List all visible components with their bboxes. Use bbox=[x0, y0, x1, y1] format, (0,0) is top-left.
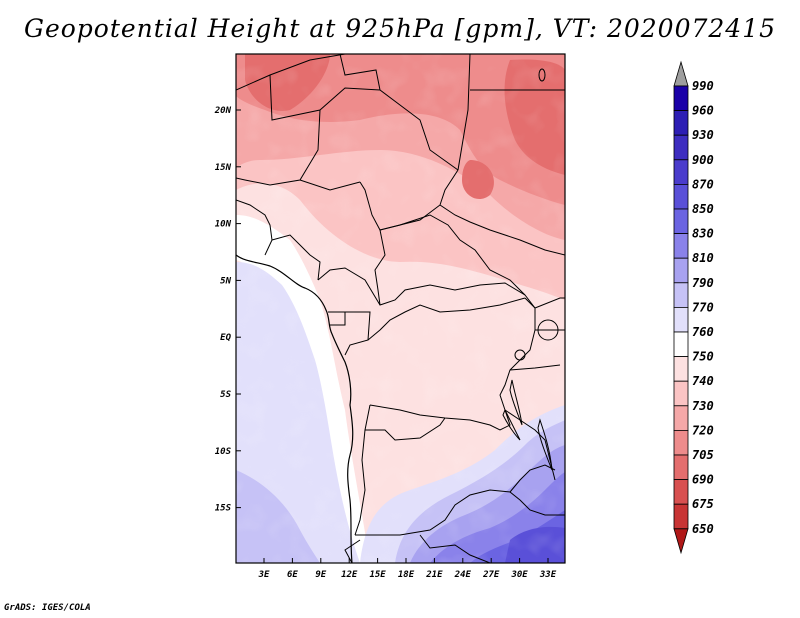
colorbar-swatch bbox=[673, 134, 689, 161]
colorbar-label: 760 bbox=[692, 325, 714, 339]
colorbar-label: 870 bbox=[692, 177, 714, 191]
colorbar-label: 720 bbox=[692, 423, 714, 437]
colorbar-top-arrow bbox=[673, 60, 689, 87]
colorbar-swatch bbox=[673, 331, 689, 358]
map-frame bbox=[235, 53, 566, 564]
lat-label: 20N bbox=[214, 106, 232, 116]
lat-label: 5N bbox=[220, 276, 231, 286]
colorbar-swatch bbox=[673, 159, 689, 185]
lon-label: 15E bbox=[369, 570, 386, 580]
colorbar-swatch bbox=[673, 454, 689, 481]
colorbar: 990 960 930 900 870 850 830 810 790 770 760 750 740 7… bbox=[673, 60, 714, 555]
longitude-axis: 3E 6E 9E 12E 15E 18E 21E 24E 27E 30E 33E bbox=[258, 558, 557, 580]
colorbar-label: 930 bbox=[692, 128, 714, 142]
colorbar-swatch bbox=[673, 85, 689, 112]
colorbar-bottom-arrow bbox=[673, 528, 689, 555]
colorbar-swatch bbox=[673, 110, 689, 136]
colorbar-swatch bbox=[673, 479, 689, 505]
lon-label: 6E bbox=[287, 570, 298, 580]
lat-label: 10S bbox=[215, 447, 232, 457]
colorbar-label: 730 bbox=[692, 399, 714, 413]
colorbar-label: 990 bbox=[692, 79, 714, 93]
colorbar-swatch bbox=[673, 208, 689, 235]
lon-label: 9E bbox=[315, 570, 326, 580]
footer-credit: GrADS: IGES/COLA bbox=[4, 603, 91, 613]
colorbar-swatch bbox=[673, 306, 689, 333]
colorbar-label: 790 bbox=[692, 276, 714, 290]
height-field bbox=[236, 54, 565, 563]
lon-label: 24E bbox=[454, 570, 472, 580]
colorbar-swatch bbox=[673, 356, 689, 382]
lon-label: 3E bbox=[258, 570, 270, 580]
colorbar-label: 690 bbox=[692, 473, 714, 487]
colorbar-label: 770 bbox=[692, 300, 714, 314]
lat-label: EQ bbox=[220, 333, 231, 343]
colorbar-label: 850 bbox=[692, 202, 714, 216]
chart-title: Geopotential Height at 925hPa [gpm], VT:… bbox=[23, 14, 777, 43]
colorbar-label: 650 bbox=[692, 522, 714, 536]
lat-label: 10N bbox=[215, 220, 232, 230]
colorbar-swatch bbox=[673, 282, 689, 308]
lon-label: 12E bbox=[341, 570, 358, 580]
lakes bbox=[502, 68, 559, 471]
colorbar-swatch bbox=[673, 380, 689, 407]
lon-label: 33E bbox=[539, 570, 557, 580]
colorbar-swatch bbox=[673, 233, 689, 259]
colorbar-label: 900 bbox=[692, 153, 714, 167]
lon-label: 30E bbox=[510, 570, 528, 580]
colorbar-swatch bbox=[673, 429, 689, 456]
colorbar-swatch bbox=[673, 503, 689, 530]
lon-label: 21E bbox=[425, 570, 443, 580]
colorbar-swatch bbox=[673, 257, 689, 284]
colorbar-swatch bbox=[673, 405, 689, 431]
colorbar-label: 830 bbox=[692, 227, 714, 241]
colorbar-label: 750 bbox=[692, 350, 714, 364]
colorbar-label: 705 bbox=[692, 448, 714, 462]
lon-label: 18E bbox=[398, 570, 415, 580]
lat-label: 5S bbox=[220, 390, 231, 400]
colorbar-label: 675 bbox=[692, 497, 714, 511]
colorbar-label: 960 bbox=[692, 104, 714, 118]
lon-label: 27E bbox=[482, 570, 500, 580]
lat-label: 15S bbox=[215, 504, 232, 514]
colorbar-swatch bbox=[673, 183, 689, 210]
colorbar-label: 740 bbox=[692, 374, 714, 388]
colorbar-label: 810 bbox=[692, 251, 714, 265]
latitude-axis: 20N 15N 10N 5N EQ 5S 10S 15S bbox=[214, 106, 241, 514]
lat-label: 15N bbox=[215, 163, 232, 173]
